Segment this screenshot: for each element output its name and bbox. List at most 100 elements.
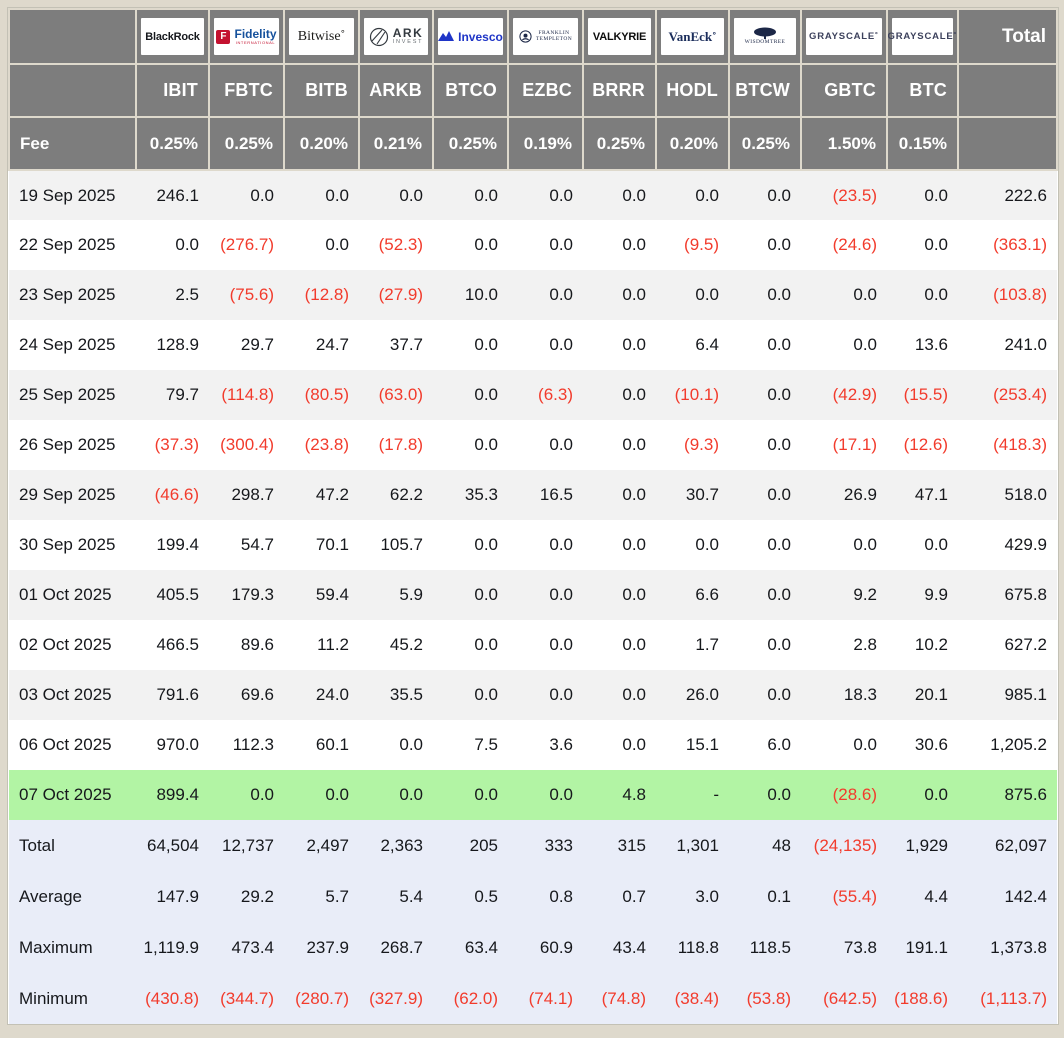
flow-value-cell: 0.0 [583,170,656,220]
flow-value-cell: 0.0 [656,520,729,570]
wisdomtree-wordmark: WISDOMTREE [745,27,786,46]
flow-value-cell: 0.0 [729,770,801,820]
date-row: 29 Sep 2025 (46.6) 298.7 47.2 62.2 35.3 16.5 0.… [9,470,1057,520]
flow-value-cell: 11.2 [284,620,359,670]
summary-value-cell: 43.4 [583,922,656,973]
flow-value-cell: 0.0 [359,170,433,220]
flow-value-cell: 30.6 [887,720,958,770]
ark-circle-icon [369,27,388,46]
flow-value-cell: 0.0 [801,720,887,770]
flow-value-cell: 60.1 [284,720,359,770]
flow-value-cell: 985.1 [958,670,1057,720]
summary-value-cell: 237.9 [284,922,359,973]
summary-value-cell: (344.7) [209,973,284,1024]
date-row: 25 Sep 2025 79.7 (114.8) (80.5) (63.0) 0.0 (6.… [9,370,1057,420]
flow-value-cell: (114.8) [209,370,284,420]
franklin-wordmark: FRANKLIN TEMPLETON [536,29,572,43]
flow-value-cell: (103.8) [958,270,1057,320]
flow-value-cell: 0.0 [508,620,583,670]
summary-value-cell: 0.8 [508,871,583,922]
flow-value-cell: 0.0 [729,220,801,270]
flow-value-cell: (63.0) [359,370,433,420]
provider-logo-cell: GRAYSCALE˚ [886,8,959,65]
flow-value-cell: 0.0 [729,420,801,470]
ticker-cell: EZBC [507,63,584,118]
flow-value-cell: 0.0 [801,320,887,370]
flow-value-cell: 518.0 [958,470,1057,520]
summary-value-cell: 0.5 [433,871,508,922]
summary-value-cell: 48 [729,820,801,871]
provider-logo-cell: GRAYSCALE˚ [800,8,888,65]
ticker-cell: BTC [886,63,959,118]
wisdomtree-logo: WISDOMTREE [734,18,796,55]
date-label: 07 Oct 2025 [9,770,136,820]
summary-row-maximum: Maximum 1,119.9 473.4 237.9 268.7 63.4 60.9 43.… [9,922,1057,973]
flow-value-cell: 4.8 [583,770,656,820]
flow-value-cell: 59.4 [284,570,359,620]
summary-label: Maximum [9,922,136,973]
flow-value-cell: 0.0 [729,570,801,620]
flow-value-cell: 0.0 [887,770,958,820]
ark-wordmark: ARK INVEST [393,27,424,45]
flow-value-cell: 0.0 [583,520,656,570]
flow-value-cell: 0.0 [656,170,729,220]
summary-value-cell: 0.1 [729,871,801,922]
fidelity-wordmark: Fidelity INTERNATIONAL [234,28,276,45]
corner-cell [8,8,137,65]
summary-value-cell: 142.4 [958,871,1057,922]
flow-value-cell: 0.0 [209,170,284,220]
summary-value-cell: (280.7) [284,973,359,1024]
summary-value-cell: 60.9 [508,922,583,973]
flow-value-cell: 45.2 [359,620,433,670]
fee-cell: 0.25% [582,116,657,171]
flow-value-cell: 0.0 [433,620,508,670]
flow-value-cell: 5.9 [359,570,433,620]
summary-value-cell: 333 [508,820,583,871]
flow-value-cell: (363.1) [958,220,1057,270]
flow-value-cell: 10.0 [433,270,508,320]
flow-value-cell: 0.0 [583,470,656,520]
summary-value-cell: (53.8) [729,973,801,1024]
summary-value-cell: (24,135) [801,820,887,871]
franklin-line1: FRANKLIN [538,29,570,36]
flow-value-cell: 69.6 [209,670,284,720]
flow-value-cell: 47.1 [887,470,958,520]
flow-value-cell: 47.2 [284,470,359,520]
flow-value-cell: (24.6) [801,220,887,270]
summary-row-average: Average 147.9 29.2 5.7 5.4 0.5 0.8 0.7 3.0 0.1 (55… [9,871,1057,922]
flow-value-cell: 2.8 [801,620,887,670]
summary-row-minimum: Minimum (430.8) (344.7) (280.7) (327.9) (62.0… [9,973,1057,1024]
flow-value-cell: 0.0 [136,220,209,270]
flow-value-cell: 3.6 [508,720,583,770]
franklin-templeton-logo: FRANKLIN TEMPLETON [513,18,578,55]
flow-value-cell: 0.0 [508,420,583,470]
wisdomtree-tree-icon [753,27,776,40]
flow-value-cell: 0.0 [583,320,656,370]
flow-value-cell: (17.1) [801,420,887,470]
fidelity-name: Fidelity [234,27,277,42]
flow-value-cell: (15.5) [887,370,958,420]
flow-value-cell: 54.7 [209,520,284,570]
date-row: 03 Oct 2025 791.6 69.6 24.0 35.5 0.0 0.0 0.0 26.… [9,670,1057,720]
vaneck-logo: VanEck˚ [661,18,724,55]
flow-value-cell: 0.0 [583,570,656,620]
total-column-header: Total [957,8,1058,65]
flow-value-cell: 0.0 [729,470,801,520]
fee-cell: 1.50% [800,116,888,171]
summary-value-cell: (74.8) [583,973,656,1024]
summary-value-cell: 3.0 [656,871,729,922]
flow-value-cell: 298.7 [209,470,284,520]
flow-value-cell: - [656,770,729,820]
date-label: 02 Oct 2025 [9,620,136,670]
bitwise-logo: Bitwise˚ [289,18,354,55]
summary-value-cell: 63.4 [433,922,508,973]
flow-value-cell: 0.0 [583,670,656,720]
flow-value-cell: 0.0 [359,770,433,820]
ticker-total-empty-cell [957,63,1058,118]
ticker-cell: IBIT [135,63,210,118]
flow-value-cell: (27.9) [359,270,433,320]
franklin-head-icon [519,30,532,43]
flow-value-cell: 10.2 [887,620,958,670]
flow-value-cell: 0.0 [583,370,656,420]
